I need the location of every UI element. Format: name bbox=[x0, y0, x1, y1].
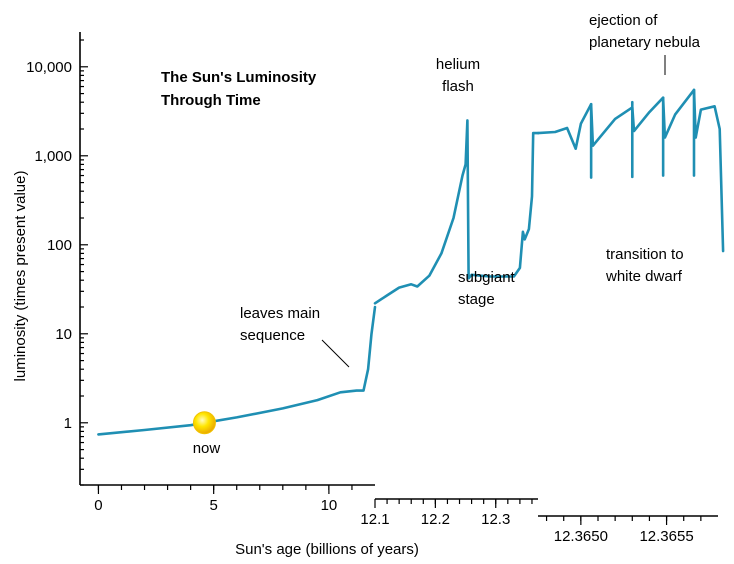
y-tick-label: 10 bbox=[55, 326, 72, 343]
annotation-leaves-main-sequence-line-1: leaves main bbox=[240, 305, 320, 322]
x-tick-label: 12.3650 bbox=[554, 528, 608, 545]
x-tick-label: 10 bbox=[321, 497, 338, 514]
luminosity-curve-segment-2 bbox=[373, 119, 540, 305]
sun-now-marker bbox=[192, 411, 216, 435]
y-axis-label: luminosity (times present value) bbox=[12, 171, 29, 382]
annotation-helium-flash-line-1: helium bbox=[436, 56, 480, 73]
x-tick-label: 0 bbox=[94, 497, 102, 514]
axes: 1 10 100 1,000 10,000 0 5 10 12.1 12.2 12.3 12.3650… bbox=[26, 32, 718, 545]
x-tick-label: 12.2 bbox=[421, 511, 450, 528]
now-label: now bbox=[193, 440, 221, 457]
annotation-white-dwarf-line-1: transition to bbox=[606, 246, 684, 263]
data-marks: now bbox=[97, 88, 725, 457]
annotation-planetary-nebula-line-2: planetary nebula bbox=[589, 34, 701, 51]
chart-title-line-1: The Sun's Luminosity bbox=[161, 69, 317, 86]
luminosity-curve-segment-1 bbox=[97, 305, 377, 436]
annotation-helium-flash-line-2: flash bbox=[442, 78, 474, 95]
annotation-subgiant-stage-line-1: subgiant bbox=[458, 269, 516, 286]
leaves-main-sequence-leader-line bbox=[321, 339, 350, 368]
annotation-subgiant-stage-line-2: stage bbox=[458, 291, 495, 308]
chart-title-line-2: Through Time bbox=[161, 92, 261, 109]
y-tick-label: 1 bbox=[64, 415, 72, 432]
annotation-leaves-main-sequence-line-2: sequence bbox=[240, 327, 305, 344]
luminosity-curve-segment-3 bbox=[536, 88, 725, 253]
annotation-planetary-nebula-line-1: ejection of bbox=[589, 12, 658, 29]
x-tick-label: 12.3 bbox=[481, 511, 510, 528]
y-tick-label: 100 bbox=[47, 237, 72, 254]
y-tick-label: 10,000 bbox=[26, 59, 72, 76]
x-axis-label: Sun's age (billions of years) bbox=[235, 541, 419, 558]
x-tick-label: 5 bbox=[210, 497, 218, 514]
y-tick-label: 1,000 bbox=[34, 148, 72, 165]
x-tick-label: 12.1 bbox=[360, 511, 389, 528]
x-tick-label: 12.3655 bbox=[639, 528, 693, 545]
annotation-white-dwarf-line-2: white dwarf bbox=[605, 268, 683, 285]
